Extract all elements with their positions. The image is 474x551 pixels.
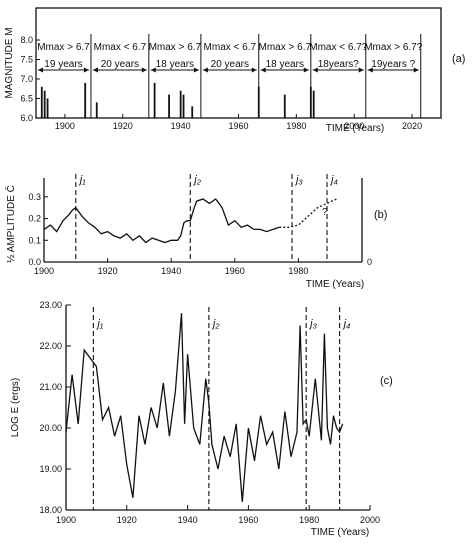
- panel-a-segment-duration: 20 years: [101, 59, 139, 70]
- panel-c-xtick-label: 1940: [178, 515, 198, 525]
- panel-a-segment-duration: 19 years: [44, 59, 82, 70]
- panel-b-xtick-label: 1980: [288, 266, 308, 276]
- panel-a-segment-label: Mmax > 6.7: [259, 42, 312, 53]
- panel-b-marker-label: j₂: [192, 174, 201, 186]
- panel-b-xtick-label: 1900: [34, 266, 54, 276]
- panel-a-xtick-label: 1900: [55, 121, 75, 131]
- panel-c-marker-label: j₁: [95, 318, 103, 330]
- panel-a-segment-duration: 19years ?: [371, 59, 415, 70]
- panel-a-ytick-label: 6.5: [20, 94, 33, 104]
- panel-b-right-tick-label: 0: [367, 257, 372, 267]
- panel-c-ylabel: LOG E (ergs): [10, 378, 21, 437]
- panel-a-ytick-label: 7.5: [20, 55, 33, 65]
- panel-c-ytick-label: 20.00: [39, 423, 62, 433]
- panel-a-arrow-head-right: [358, 67, 364, 73]
- panel-a-segment-label: Mmax < 6.7?: [309, 42, 368, 53]
- panel-a-segment-label: Mmax < 6.7: [94, 42, 147, 53]
- panel-a-arrow-head-left: [92, 67, 98, 73]
- panel-a-ytick-label: 8.0: [20, 35, 33, 45]
- panel-a-arrow-head-right: [251, 67, 257, 73]
- panel-b-ytick-label: 0.3: [28, 192, 41, 202]
- panel-c-xlabel: TIME (Years): [311, 527, 370, 538]
- panel-a-arrow-head-left: [312, 67, 318, 73]
- panel-a-arrow-head-left: [38, 67, 43, 73]
- panel-a-xtick-label: 2000: [344, 121, 364, 131]
- panel-c-marker-label: j₂: [211, 318, 220, 330]
- panel-b-label: (b): [374, 209, 387, 221]
- panel-c-energy: 18.00 19.00 20.00 21.00 22.00 23.00 1900 1920 19…: [10, 300, 393, 538]
- panel-a-segment-duration: 18 years: [156, 59, 194, 70]
- panel-a-arrow-head-right: [303, 67, 309, 73]
- panel-b-ytick-label: 0.2: [28, 214, 41, 224]
- panel-a-xtick-label: 1920: [113, 121, 133, 131]
- panel-a-segment-label: Mmax < 6.7: [204, 42, 257, 53]
- panel-c-xtick-label: 1980: [299, 515, 319, 525]
- panel-a-xtick-label: 1960: [228, 121, 248, 131]
- panel-a-xlabel: TIME (Years): [326, 123, 385, 134]
- panel-c-xtick-label: 1920: [117, 515, 137, 525]
- panel-a-xtick-label: 2020: [402, 121, 422, 131]
- panel-c-marker-label: j₃: [308, 318, 317, 330]
- panel-a-segment-duration: 20 years: [211, 59, 249, 70]
- panel-a-ytick-label: 6.0: [20, 113, 33, 123]
- panel-c-ytick-label: 19.00: [39, 464, 62, 474]
- panel-a-xtick-label: 1980: [286, 121, 306, 131]
- panel-a-magnitude: 6.0 6.5 7.0 7.5 8.0 1900 1920 1940 1960 1980 2000 2…: [4, 7, 465, 134]
- panel-b-marker-label: j₄: [329, 174, 338, 186]
- panel-b-xtick-label: 1920: [98, 266, 118, 276]
- panel-c-ytick-label: 23.00: [39, 300, 62, 310]
- panel-b-series-dotted: [279, 198, 337, 228]
- panel-a-arrow-head-left: [260, 67, 266, 73]
- panel-a-segment-label: Mmax > 6.7?: [364, 42, 423, 53]
- panel-a-segment-label: Mmax > 6.7: [149, 42, 202, 53]
- panel-a-label: (a): [452, 53, 465, 65]
- panel-b-ytick-label: 0.0: [28, 257, 41, 267]
- panel-b-amplitude: 0 0.0 0.1 0.2 0.3 1900 1920 1940 1960 1980 j₁ j₂ j₃ j…: [4, 174, 387, 290]
- panel-b-xtick-label: 1960: [225, 266, 245, 276]
- panel-a-arrow-head-right: [83, 67, 89, 73]
- panel-a-arrow-head-right: [193, 67, 199, 73]
- panel-c-ytick-label: 22.00: [39, 341, 62, 351]
- panel-a-ytick-label: 7.0: [20, 74, 33, 84]
- panel-b-series-solid: [43, 198, 280, 244]
- panel-c-series-line: [65, 313, 344, 502]
- panel-a-ylabel: MAGNITUDE M: [4, 27, 15, 98]
- panel-b-marker-label: j₁: [78, 174, 86, 186]
- panel-c-xtick-label: 2000: [360, 515, 380, 525]
- panel-b-ylabel: ½ AMPLITUDE C̄: [4, 185, 17, 263]
- panel-b-xlabel: TIME (Years): [306, 279, 365, 290]
- panel-b-question-mark: ?: [322, 207, 328, 218]
- panel-c-ytick-label: 21.00: [39, 382, 62, 392]
- panel-b-xtick-label: 1940: [161, 266, 181, 276]
- panel-a-arrow-head-right: [141, 67, 147, 73]
- panel-a-arrow-head-left: [150, 67, 156, 73]
- panel-b-marker-label: j₃: [294, 174, 303, 186]
- panel-c-xtick-label: 1900: [56, 515, 76, 525]
- panel-b-ytick-label: 0.1: [28, 235, 41, 245]
- panel-c-xtick-label: 1960: [238, 515, 258, 525]
- panel-a-arrow-head-left: [202, 67, 208, 73]
- panel-a-segment-label: Mmax > 6.7: [37, 42, 90, 53]
- panel-c-ytick-label: 18.00: [39, 505, 62, 515]
- panel-c-marker-label: j₄: [342, 318, 351, 330]
- panel-a-arrow-head-right: [413, 67, 419, 73]
- panel-a-segment-duration: 18years?: [318, 59, 360, 70]
- panel-c-label: (c): [380, 375, 393, 387]
- panel-a-xtick-label: 1940: [171, 121, 191, 131]
- panel-a-segment-duration: 18 years: [266, 59, 304, 70]
- panel-a-arrow-head-left: [367, 67, 373, 73]
